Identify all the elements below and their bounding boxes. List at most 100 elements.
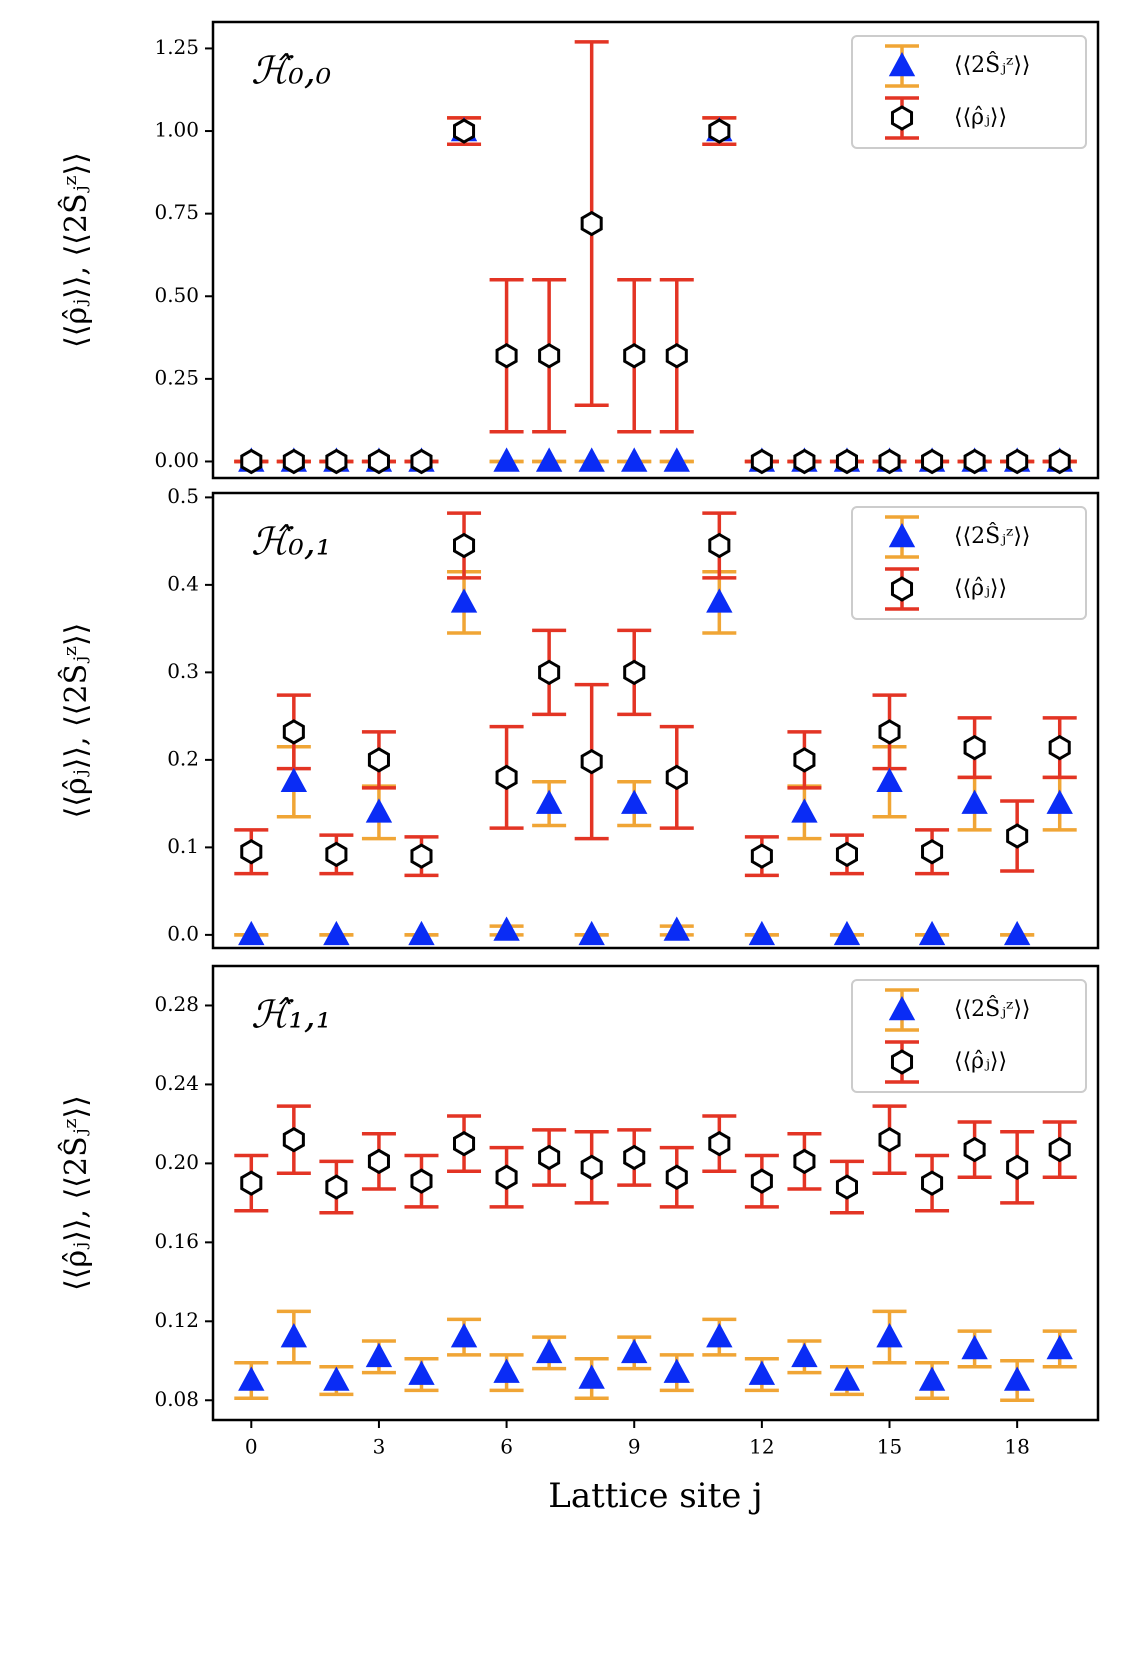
hexagon-marker [1006,823,1029,849]
triangle-marker [748,1360,776,1385]
hexagon-marker [538,659,561,686]
triangle-marker [918,1366,946,1391]
hexagon-marker [325,841,348,868]
legend-marker [890,1049,914,1075]
y-tick-label: 0.2 [167,746,199,770]
hexagon-marker [495,1164,518,1190]
triangle-marker [1046,1334,1073,1360]
hexagon-marker [367,747,390,773]
legend-label: ⟨⟨ρ̂ⱼ⟩⟩ [954,1049,1007,1074]
y-tick-label: 0.28 [154,992,199,1016]
hexagon-marker [538,343,561,369]
hexagon-marker [580,748,603,775]
triangle-marker [535,1338,563,1364]
triangle-marker [493,447,520,472]
legend-label: ⟨⟨2Ŝⱼᶻ⟩⟩ [954,522,1030,549]
triangle-marker [833,1366,861,1391]
hexagon-marker [921,1170,944,1196]
hexagon-marker [410,1168,433,1194]
hexagon-marker [750,1168,773,1194]
hexagon-marker [793,448,816,475]
y-tick-label: 0.0 [167,921,199,945]
hexagon-marker [708,532,731,559]
triangle-marker [450,588,478,613]
hexagon-marker [410,448,433,475]
y-tick-label: 0.00 [154,448,199,472]
triangle-marker [238,920,265,946]
y-tick-label: 0.08 [154,1387,199,1411]
triangle-marker [621,1338,648,1364]
triangle-marker [918,920,946,946]
legend-marker [888,995,916,1021]
hexagon-marker [580,1154,603,1181]
hexagon-marker [921,839,944,865]
x-tick-label: 9 [628,1435,641,1459]
panel-title: ℋ̂₀,₀ [251,49,331,93]
triangle-marker [365,798,393,823]
triangle-marker [535,447,563,472]
hexagon-marker [708,118,731,144]
plot-frame [211,964,1100,1422]
x-axis-label: Lattice site j [548,1476,762,1516]
triangle-marker [578,447,605,472]
panel: 0.08 0.12 0.16 0.20 0.24 0.28 0 3 6 9 12 15 18 Lattic… [58,964,1100,1516]
triangle-marker [961,1334,988,1360]
hexagon-marker [453,532,476,559]
legend-marker [890,576,914,602]
hexagon-marker [1048,734,1071,761]
triangle-marker [621,447,648,472]
hexagon-marker [325,1174,348,1200]
x-tick-label: 0 [245,1435,258,1459]
hexagon-marker [282,1126,305,1153]
hexagon-marker [793,747,816,773]
y-tick-label: 0.1 [167,834,199,858]
triangle-marker [578,1364,605,1389]
triangle-marker [408,1360,435,1385]
y-tick-label: 0.5 [167,484,199,508]
panel: 0.0 0.1 0.2 0.3 0.4 0.5 ⟨⟨ρ̂ⱼ⟩⟩, ⟨⟨2Ŝⱼᶻ⟩⟩ ℋ̂₀,₁… [58,484,1100,950]
hexagon-marker [708,1130,731,1157]
legend-label: ⟨⟨ρ̂ⱼ⟩⟩ [954,576,1007,601]
triangle-marker [663,916,690,941]
hexagon-marker [410,843,433,869]
triangle-marker [323,1366,350,1391]
hexagon-marker [963,448,986,475]
legend-marker [890,105,914,131]
plot-frame [211,20,1100,480]
triangle-marker [408,920,435,946]
y-tick-label: 1.00 [154,118,199,142]
x-tick-label: 3 [373,1435,386,1459]
hexagon-marker [580,210,603,237]
hexagon-marker [240,1170,263,1196]
triangle-marker [621,789,648,814]
panel-title: ℋ̂₀,₁ [251,520,331,564]
triangle-marker [876,1323,903,1348]
triangle-marker [791,1342,818,1368]
triangle-marker [365,1342,393,1368]
hexagon-marker [878,1126,901,1153]
hexagon-marker [665,1164,688,1190]
hexagon-marker [835,841,858,868]
y-axis-label: ⟨⟨ρ̂ⱼ⟩⟩, ⟨⟨2Ŝⱼᶻ⟩⟩ [58,1095,94,1291]
y-axis-label: ⟨⟨ρ̂ⱼ⟩⟩, ⟨⟨2Ŝⱼᶻ⟩⟩ [58,152,94,348]
triangle-marker [1003,1366,1031,1391]
hexagon-marker [367,1148,390,1175]
y-tick-label: 0.20 [154,1150,199,1174]
triangle-marker [706,1323,733,1348]
triangle-marker [791,798,818,823]
hexagon-marker [240,839,263,865]
hexagon-marker [623,343,646,369]
legend-marker [888,522,916,548]
hexagon-marker [282,719,305,745]
hexagon-marker [453,118,476,144]
y-tick-label: 0.16 [154,1229,199,1253]
legend-marker [888,51,916,77]
plot-frame [211,491,1100,950]
x-tick-label: 6 [500,1435,513,1459]
y-tick-label: 0.75 [154,200,199,224]
hexagon-marker [835,1174,858,1200]
triangle-marker [1003,920,1031,946]
y-tick-label: 1.25 [154,35,199,59]
